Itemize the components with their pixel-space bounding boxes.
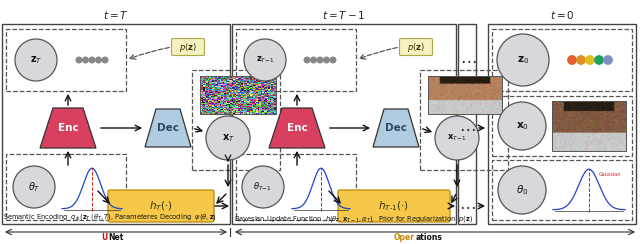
Circle shape: [304, 57, 310, 63]
Bar: [200, 76, 276, 114]
Circle shape: [15, 39, 57, 81]
Text: Bayesian Update Function  $h(\theta_T,\mathbf{x}_{T-1},\alpha_T)$,  Prior for Re: Bayesian Update Function $h(\theta_T,\ma…: [234, 214, 474, 224]
Text: $p(\mathbf{z})$: $p(\mathbf{z})$: [179, 41, 197, 53]
Bar: [6, 29, 126, 91]
Text: Oper: Oper: [394, 233, 415, 242]
FancyBboxPatch shape: [108, 190, 214, 222]
FancyBboxPatch shape: [399, 39, 433, 55]
Circle shape: [586, 56, 594, 64]
Bar: [458, 24, 476, 224]
Polygon shape: [269, 108, 325, 148]
Text: $\cdots$: $\cdots$: [459, 119, 476, 137]
Text: $h_T(\cdot)$: $h_T(\cdot)$: [149, 199, 173, 213]
Bar: [236, 29, 356, 91]
Bar: [492, 29, 632, 91]
Text: U: U: [100, 233, 107, 242]
Circle shape: [310, 57, 316, 63]
Circle shape: [96, 57, 101, 63]
Text: $h_{T\text{-}1}(\cdot)$: $h_{T\text{-}1}(\cdot)$: [378, 199, 410, 213]
Text: $\mathbf{z}_{T\!-\!1}$: $\mathbf{z}_{T\!-\!1}$: [255, 55, 275, 65]
Circle shape: [498, 166, 546, 214]
Text: Enc: Enc: [287, 123, 307, 133]
FancyBboxPatch shape: [338, 190, 450, 222]
Text: Dec: Dec: [157, 123, 179, 133]
Circle shape: [89, 57, 95, 63]
Bar: [492, 160, 632, 220]
Circle shape: [595, 56, 604, 64]
Text: Semantic Encoding  $q_\phi\,(\mathbf{z}_T\,|\,\theta_T,T)$, Parameteres Decoding: Semantic Encoding $q_\phi\,(\mathbf{z}_T…: [3, 213, 217, 224]
Text: Dec: Dec: [385, 123, 407, 133]
Circle shape: [13, 166, 55, 208]
Bar: [6, 154, 126, 220]
Text: Net: Net: [108, 233, 124, 242]
Circle shape: [498, 102, 546, 150]
Circle shape: [497, 34, 549, 86]
Text: $t=0$: $t=0$: [550, 9, 574, 21]
Text: $\mathbf{z}_T$: $\mathbf{z}_T$: [30, 54, 42, 66]
Text: Enc: Enc: [58, 123, 78, 133]
Bar: [488, 24, 636, 224]
Circle shape: [206, 116, 250, 160]
Text: $\theta_T$: $\theta_T$: [28, 180, 40, 194]
Polygon shape: [40, 108, 96, 148]
Bar: [420, 70, 508, 170]
Bar: [2, 24, 230, 224]
Circle shape: [604, 56, 612, 64]
Circle shape: [244, 39, 286, 81]
Circle shape: [330, 57, 336, 63]
Bar: [428, 76, 502, 114]
Polygon shape: [373, 109, 419, 147]
Text: Gaussian: Gaussian: [599, 172, 621, 177]
Bar: [232, 24, 456, 224]
Bar: [492, 96, 632, 156]
Bar: [552, 101, 626, 151]
Text: $\cdots$: $\cdots$: [459, 197, 476, 215]
Circle shape: [435, 116, 479, 160]
Circle shape: [568, 56, 576, 64]
FancyBboxPatch shape: [172, 39, 205, 55]
Text: $\cdots$: $\cdots$: [460, 51, 476, 69]
Bar: [192, 70, 280, 170]
Bar: [236, 154, 356, 220]
Text: ations: ations: [416, 233, 443, 242]
Text: $t=T-1$: $t=T-1$: [322, 9, 366, 21]
Circle shape: [324, 57, 330, 63]
Text: $\theta_0$: $\theta_0$: [516, 183, 528, 197]
Text: $\mathbf{x}_{T\!-\!1}$: $\mathbf{x}_{T\!-\!1}$: [447, 133, 467, 143]
Circle shape: [102, 57, 108, 63]
Text: $\theta_{T\!-\!1}$: $\theta_{T\!-\!1}$: [253, 181, 273, 193]
Text: $t=T$: $t=T$: [103, 9, 129, 21]
Circle shape: [577, 56, 585, 64]
Text: $p(\mathbf{z})$: $p(\mathbf{z})$: [407, 41, 425, 53]
Circle shape: [242, 166, 284, 208]
Polygon shape: [145, 109, 191, 147]
Circle shape: [83, 57, 88, 63]
Circle shape: [317, 57, 323, 63]
Text: $\mathbf{x}_T$: $\mathbf{x}_T$: [221, 132, 234, 144]
Text: $\mathbf{z}_0$: $\mathbf{z}_0$: [517, 54, 529, 66]
Circle shape: [76, 57, 82, 63]
Text: $\mathbf{x}_0$: $\mathbf{x}_0$: [516, 120, 529, 132]
